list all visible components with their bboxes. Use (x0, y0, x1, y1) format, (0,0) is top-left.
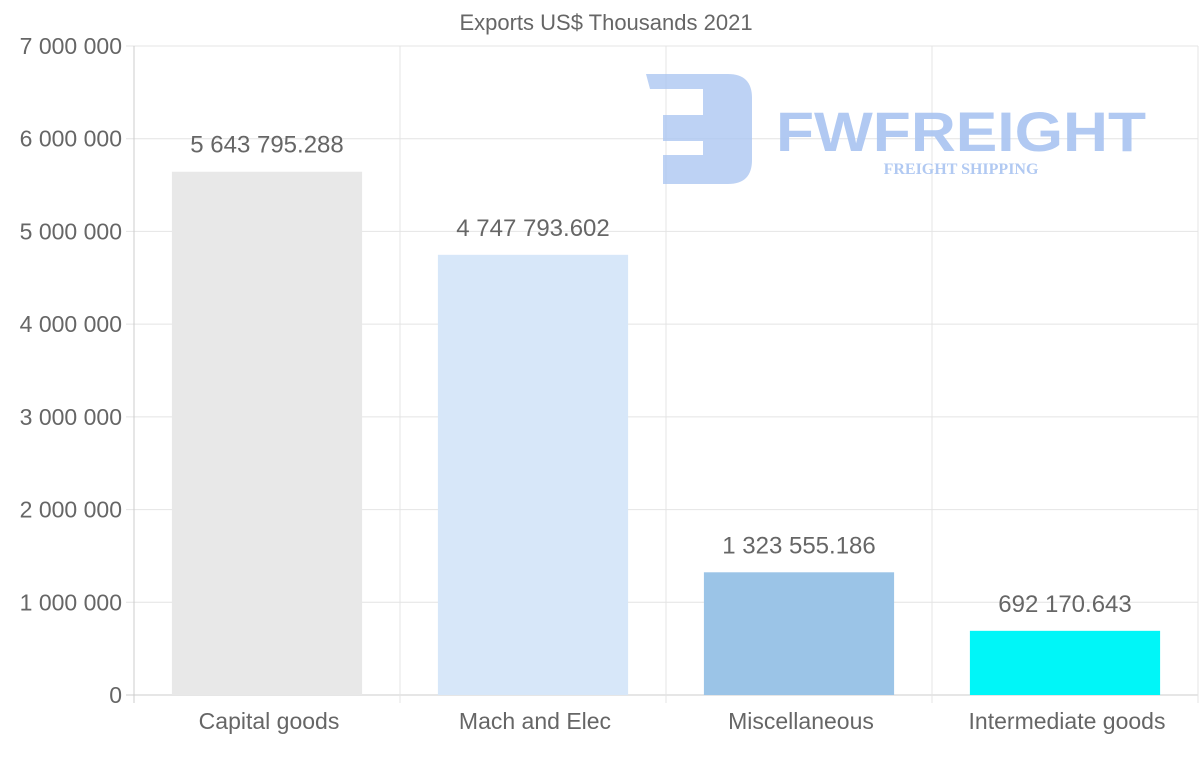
y-tick-label: 3 000 000 (20, 404, 122, 430)
y-tick-label: 0 (109, 682, 122, 708)
logo-brand-text: FWFREIGHT (776, 100, 1146, 163)
y-tick-label: 4 000 000 (20, 311, 122, 337)
bar (171, 171, 363, 695)
y-tick-label: 7 000 000 (20, 33, 122, 59)
chart-title: Exports US$ Thousands 2021 (459, 10, 752, 35)
x-tick-label: Capital goods (199, 708, 340, 734)
labels: 0 1 000 000 2 000 000 3 000 000 4 000 000 5 0… (20, 33, 1166, 734)
bar (969, 630, 1161, 695)
fwfreight-logo-watermark: FWFREIGHT FREIGHT SHIPPING (646, 74, 1146, 184)
bar (437, 254, 629, 695)
bar (703, 572, 895, 695)
y-tick-label: 6 000 000 (20, 126, 122, 152)
data-label: 4 747 793.602 (456, 215, 609, 242)
logo-mark-icon (646, 74, 752, 184)
bars (171, 171, 1161, 695)
y-tick-label: 1 000 000 (20, 589, 122, 615)
data-label: 1 323 555.186 (722, 532, 875, 559)
data-label: 5 643 795.288 (190, 132, 343, 159)
logo-tagline-text: FREIGHT SHIPPING (884, 161, 1039, 178)
data-label: 692 170.643 (998, 591, 1131, 618)
x-tick-label: Mach and Elec (459, 708, 611, 734)
y-tick-label: 5 000 000 (20, 218, 122, 244)
y-tick-label: 2 000 000 (20, 497, 122, 523)
x-tick-label: Intermediate goods (969, 708, 1166, 734)
x-tick-label: Miscellaneous (728, 708, 874, 734)
